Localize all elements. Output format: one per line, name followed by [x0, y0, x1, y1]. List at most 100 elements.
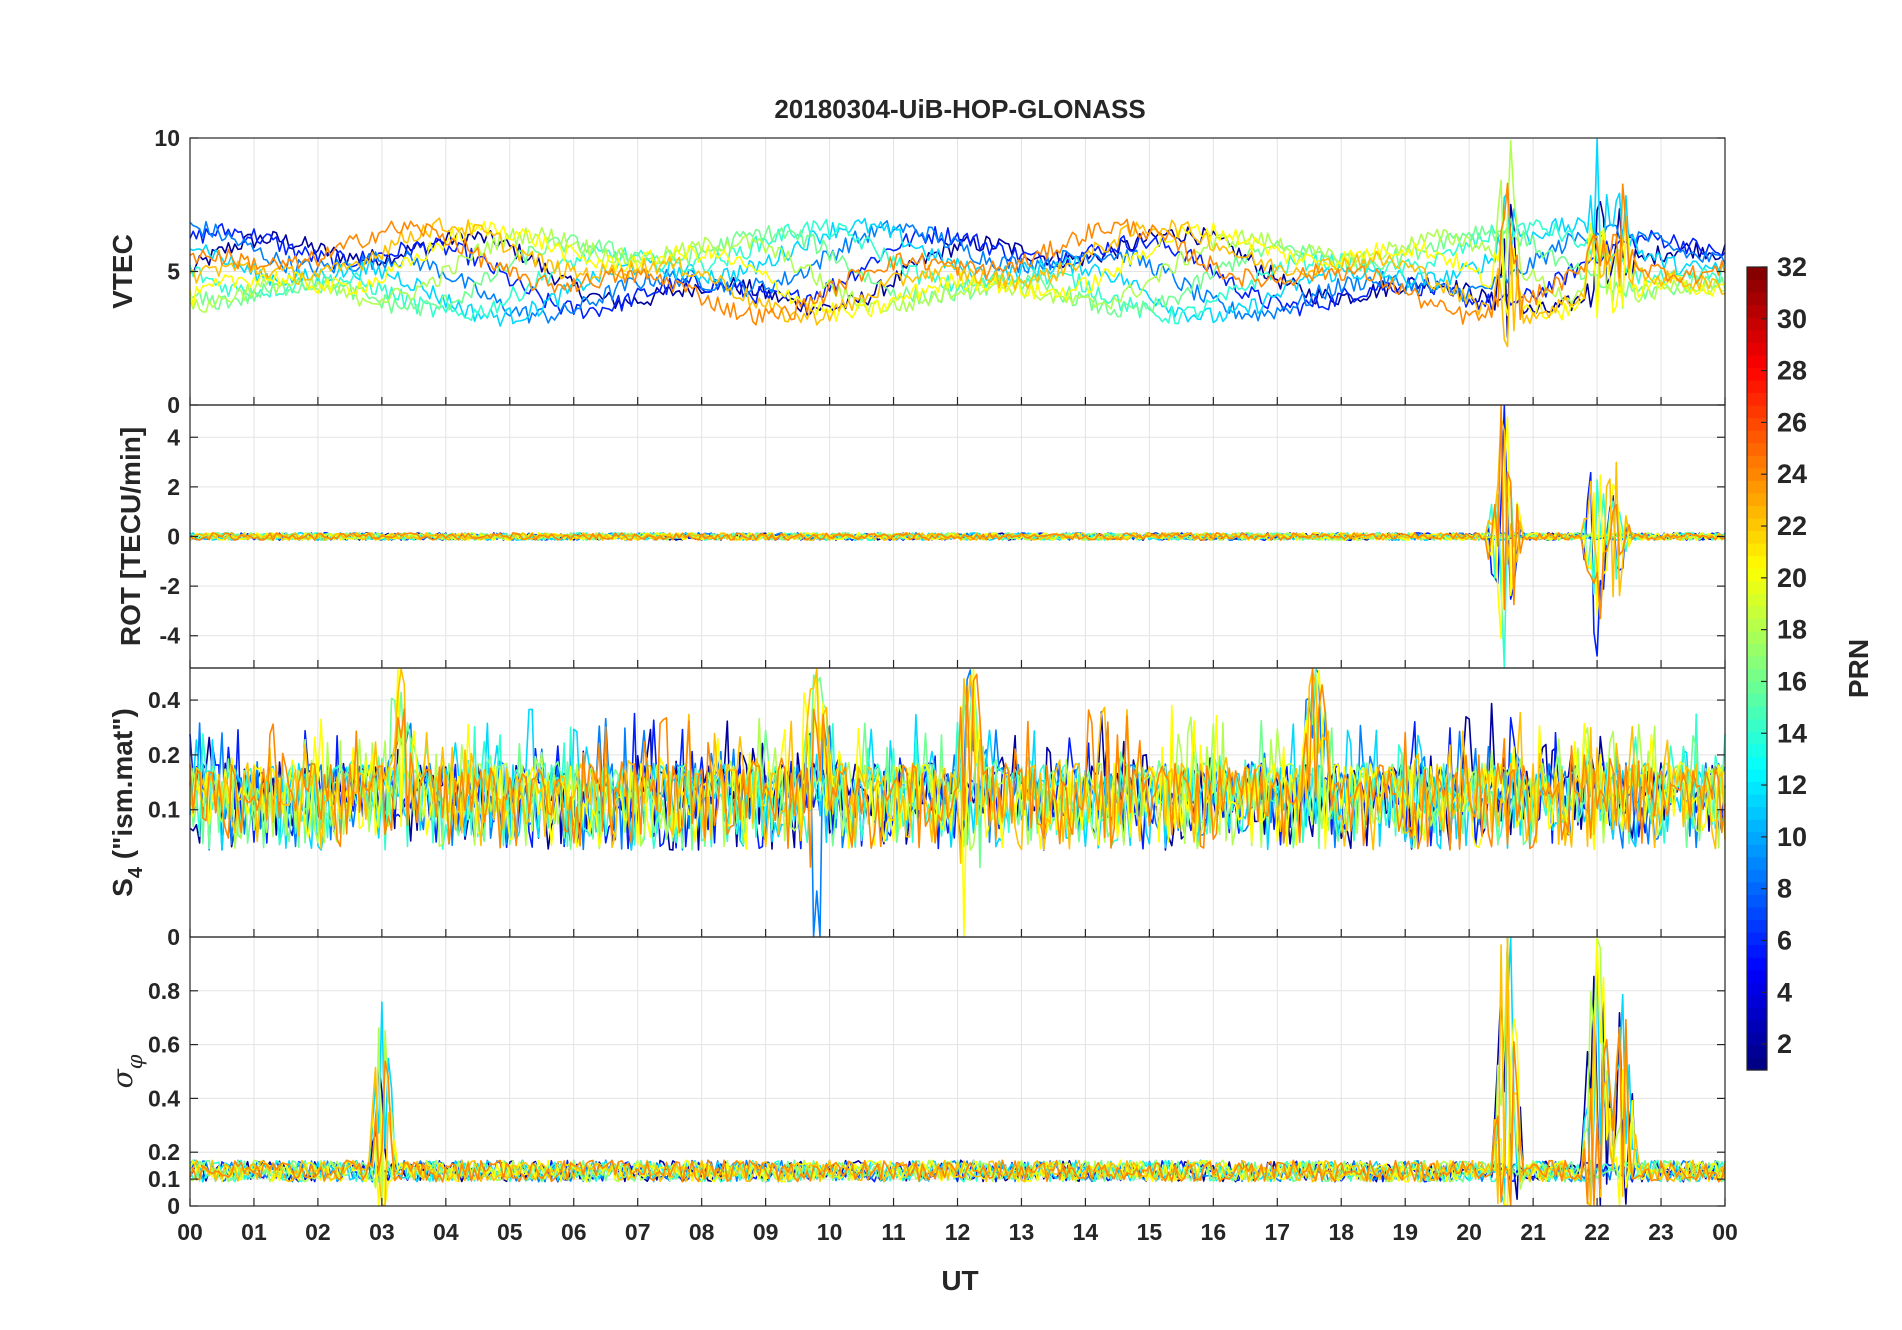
- colorbar-swatch: [1747, 643, 1767, 657]
- colorbar-swatch: [1747, 593, 1767, 607]
- colorbar-swatch: [1747, 743, 1767, 757]
- colorbar-tick-label: 24: [1777, 459, 1807, 489]
- colorbar-swatch: [1747, 455, 1767, 469]
- x-tick-label: 20: [1456, 1219, 1482, 1245]
- colorbar-swatch: [1747, 317, 1767, 331]
- x-tick-label: 00: [1712, 1219, 1738, 1245]
- y-tick-label: 10: [154, 125, 180, 151]
- series-sigma: [189, 937, 1726, 1206]
- x-tick-label: 12: [945, 1219, 971, 1245]
- x-tick-label: 03: [369, 1219, 395, 1245]
- colorbar-swatch: [1747, 906, 1767, 921]
- x-tick-label: 09: [753, 1219, 779, 1245]
- y-tick-label: 0: [167, 392, 180, 418]
- x-tick-label: 05: [497, 1219, 523, 1245]
- colorbar-swatch: [1747, 894, 1767, 908]
- series-line-vtec: [189, 138, 1726, 327]
- colorbar-tick-label: 26: [1777, 407, 1807, 437]
- y-axis-s4: 0.1 0.2 0.4: [148, 687, 1726, 937]
- series-line-vtec: [189, 215, 1726, 348]
- x-tick-label: 10: [817, 1219, 843, 1245]
- colorbar-swatch: [1747, 957, 1767, 971]
- x-axis-label: UT: [941, 1265, 978, 1296]
- colorbar-label: PRN: [1843, 639, 1874, 698]
- x-axis: 00 01 02 03 04 05 06 07 08 09 10 11 12 13 14 15 16 17 18 19…: [177, 1219, 1738, 1245]
- colorbar-swatch: [1747, 304, 1767, 318]
- colorbar-swatch: [1747, 354, 1767, 368]
- colorbar-tick-label: 16: [1777, 666, 1807, 696]
- colorbar-swatch: [1747, 279, 1767, 293]
- x-tick-label: 08: [689, 1219, 715, 1245]
- colorbar-swatch: [1747, 781, 1767, 795]
- panel-s4: 0.1 0.2 0.4S4 ("ism.mat"): [107, 667, 1726, 938]
- colorbar-swatch: [1747, 856, 1767, 870]
- panel-rot: -4 -2 0 2 4 ROT [TECU/min]: [115, 404, 1726, 669]
- series-rot: [189, 405, 1726, 668]
- x-tick-label: 15: [1137, 1219, 1163, 1245]
- colorbar-swatch: [1747, 392, 1767, 406]
- y-tick-label: 0: [167, 924, 180, 950]
- colorbar-swatch: [1747, 605, 1767, 619]
- y-tick-label: -4: [160, 623, 181, 649]
- colorbar-swatch: [1747, 555, 1767, 569]
- series-line-vtec: [189, 220, 1726, 324]
- colorbar-swatch: [1747, 668, 1767, 682]
- colorbar-swatch: [1747, 505, 1767, 519]
- colorbar-swatch: [1747, 994, 1767, 1008]
- colorbar-swatch: [1747, 1057, 1767, 1071]
- x-tick-label: 18: [1328, 1219, 1354, 1245]
- colorbar-swatch: [1747, 756, 1767, 770]
- colorbar-swatch: [1747, 681, 1767, 695]
- colorbar-swatch: [1747, 655, 1767, 670]
- x-tick-label: 06: [561, 1219, 587, 1245]
- x-tick-label: 14: [1073, 1219, 1099, 1245]
- colorbar-swatch: [1747, 430, 1767, 444]
- y-tick-label: 0: [167, 524, 180, 550]
- y-tick-label: 0.1: [148, 1166, 180, 1192]
- y-axis-vtec: 0 5 10: [154, 125, 1726, 418]
- colorbar-swatch: [1747, 480, 1767, 494]
- colorbar-swatch: [1747, 467, 1767, 481]
- series-vtec: [189, 138, 1726, 348]
- colorbar-tick-label: 10: [1777, 822, 1807, 852]
- colorbar-tick-label: 20: [1777, 563, 1807, 593]
- x-tick-label: 21: [1520, 1219, 1546, 1245]
- colorbar-tick-label: 28: [1777, 356, 1807, 386]
- colorbar-swatch: [1747, 267, 1767, 281]
- colorbar-swatch: [1747, 931, 1767, 946]
- series-line-sigma: [189, 937, 1726, 1206]
- colorbar-swatch: [1747, 793, 1767, 808]
- x-tick-label: 22: [1584, 1219, 1610, 1245]
- colorbar-swatch: [1747, 405, 1767, 419]
- series-line-vtec: [189, 139, 1726, 314]
- y-tick-label: 0.2: [148, 742, 180, 768]
- x-tick-label: 19: [1392, 1219, 1418, 1245]
- y-tick-label: 0.6: [148, 1032, 180, 1058]
- colorbar-tick-label: 4: [1777, 977, 1792, 1007]
- colorbar-swatch: [1747, 731, 1767, 745]
- colorbar-swatch: [1747, 379, 1767, 394]
- y-tick-label: 0.4: [148, 1085, 180, 1111]
- colorbar-swatch: [1747, 367, 1767, 381]
- colorbar-tick-label: 8: [1777, 874, 1792, 904]
- series-line-s4: [189, 668, 1726, 868]
- colorbar-swatch: [1747, 819, 1767, 833]
- y-tick-label: 4: [167, 424, 180, 450]
- x-tick-label: 04: [433, 1219, 459, 1245]
- colorbar-swatch: [1747, 806, 1767, 820]
- x-tick-label: 16: [1201, 1219, 1227, 1245]
- colorbar-swatch: [1747, 543, 1767, 557]
- x-tick-label: 11: [881, 1219, 906, 1245]
- colorbar-swatch: [1747, 706, 1767, 720]
- series-line-sigma: [189, 1018, 1726, 1206]
- series-line-vtec: [189, 182, 1726, 326]
- y-tick-label: 2: [167, 474, 180, 500]
- series-s4: [189, 668, 1726, 937]
- colorbar-swatch: [1747, 417, 1767, 431]
- colorbar-swatch: [1747, 969, 1767, 983]
- colorbar-swatch: [1747, 517, 1767, 532]
